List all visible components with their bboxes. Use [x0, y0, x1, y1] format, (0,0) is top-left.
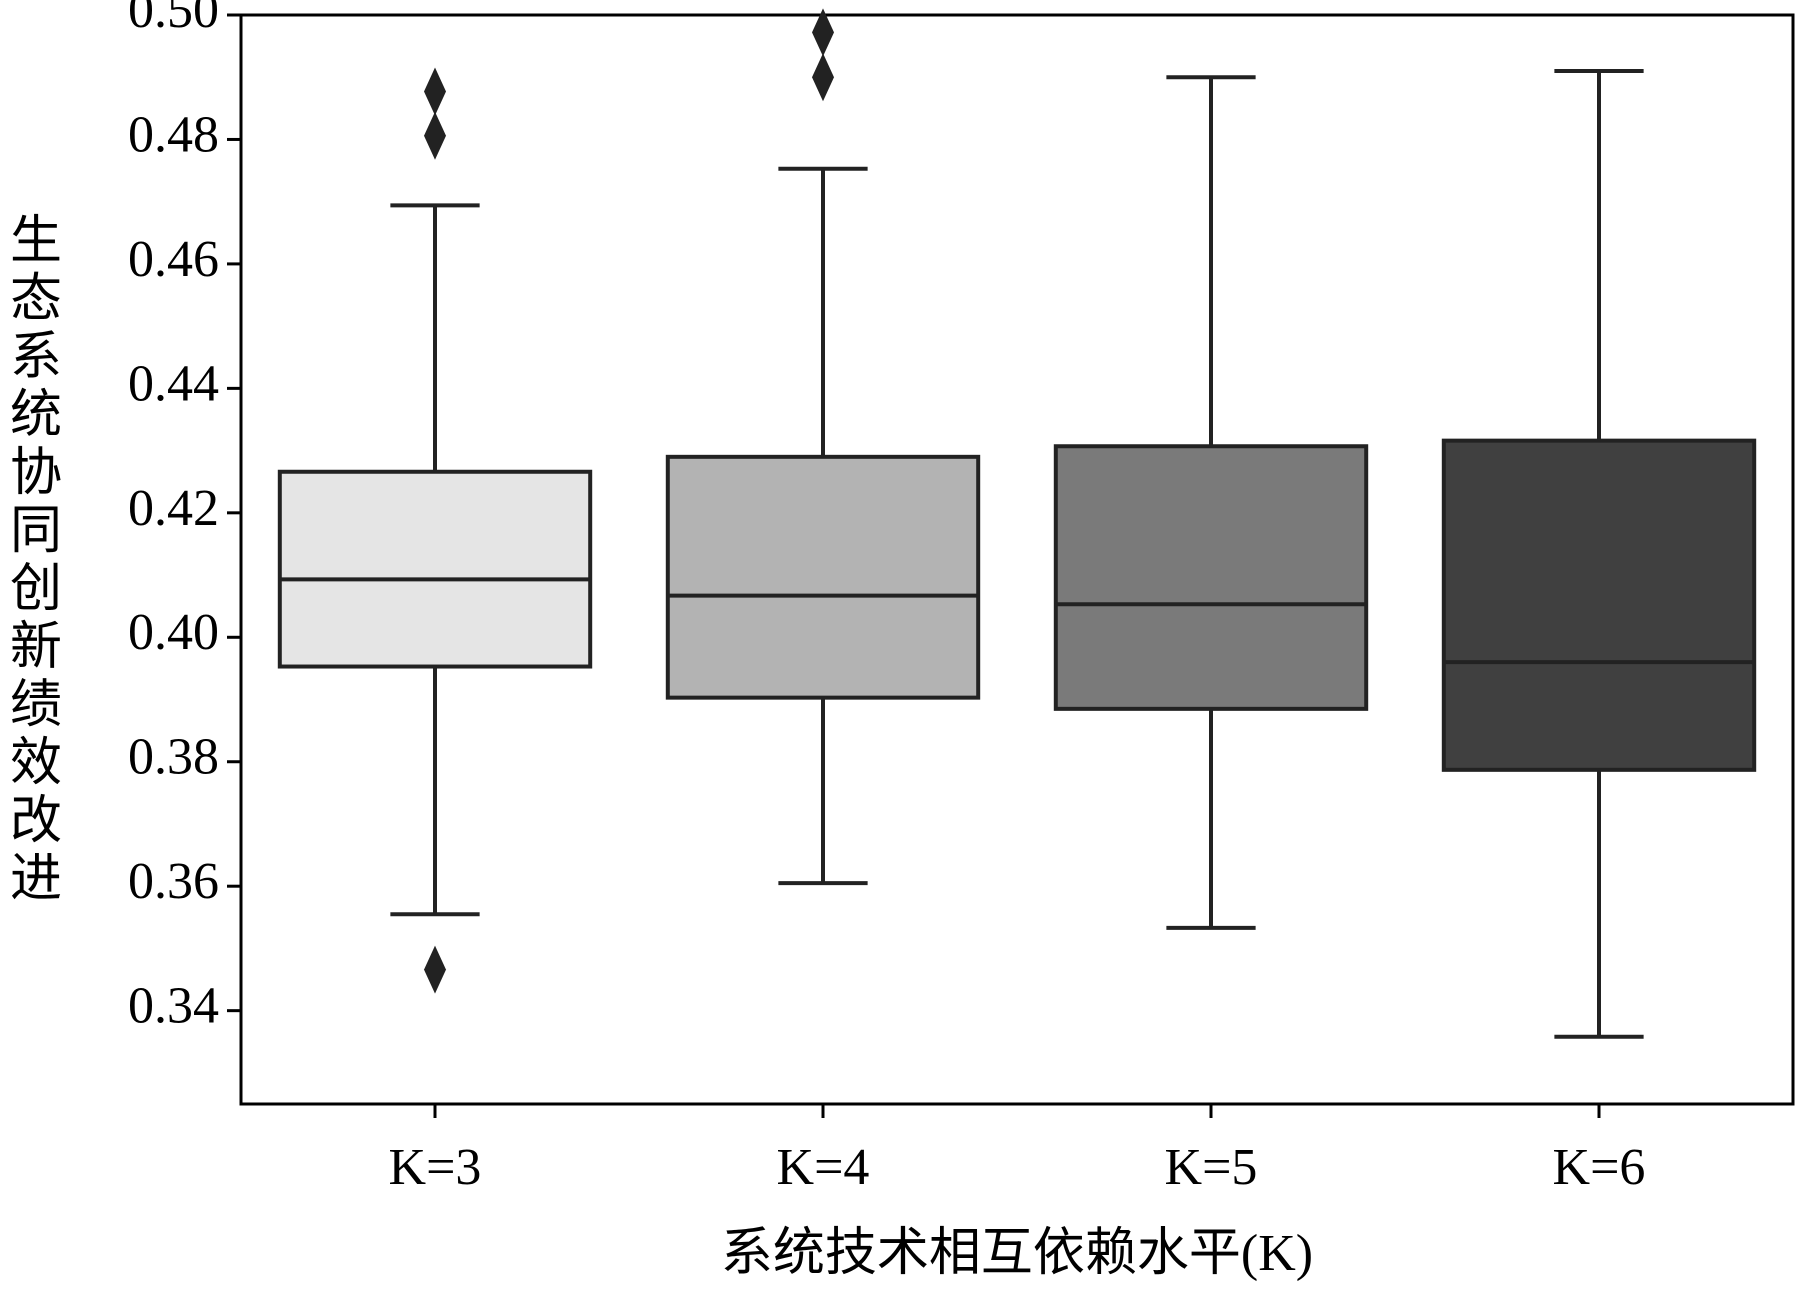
y-tick-label: 0.44 — [128, 355, 219, 412]
y-tick-label: 0.36 — [128, 853, 219, 910]
box — [665, 454, 981, 700]
outlier — [424, 67, 446, 116]
y-tick-label: 0.38 — [128, 729, 219, 786]
y-axis-label: 生态系统协同创新绩效改进 — [2, 212, 61, 908]
box — [277, 469, 593, 669]
y-tick-label: 0.48 — [128, 106, 219, 163]
x-axis-label: 系统技术相互依赖水平(K) — [721, 1225, 1313, 1282]
box — [1441, 438, 1757, 772]
y-tick-label: 0.50 — [128, 0, 219, 39]
y-tick-label: 0.40 — [128, 604, 219, 661]
x-tick-label: K=6 — [1553, 1139, 1646, 1196]
y-tick-label: 0.46 — [128, 231, 219, 288]
y-tick-label: 0.42 — [128, 480, 219, 537]
x-tick-label: K=5 — [1165, 1139, 1258, 1196]
outlier — [812, 53, 834, 102]
outlier — [424, 945, 446, 994]
x-tick-label: K=4 — [777, 1139, 870, 1196]
plot-frame — [239, 13, 1795, 1106]
y-tick-label: 0.34 — [128, 978, 219, 1035]
outlier — [424, 111, 446, 160]
box — [1053, 444, 1369, 711]
x-tick-label: K=3 — [389, 1139, 482, 1196]
outlier — [812, 8, 834, 57]
